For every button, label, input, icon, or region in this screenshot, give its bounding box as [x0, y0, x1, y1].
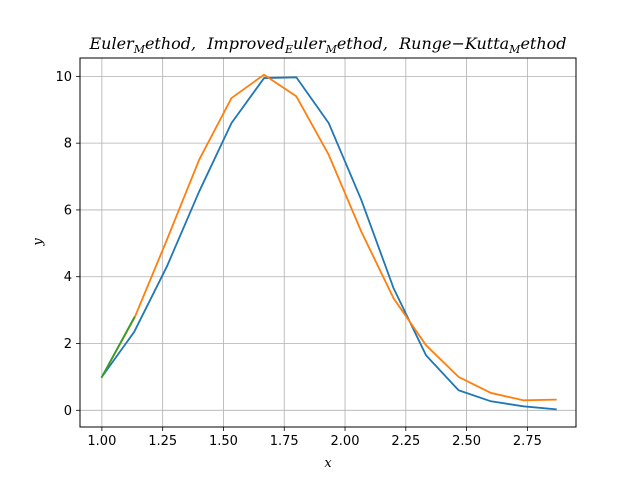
y-tick-label: 6 [64, 203, 72, 218]
x-tick-label: 1.00 [87, 434, 116, 449]
y-tick-label: 8 [64, 137, 72, 152]
title-subscript: M [508, 43, 521, 56]
x-axis-label: x [324, 456, 332, 471]
x-tick-label: 2.25 [391, 434, 420, 449]
title-part: ethod, [337, 34, 388, 53]
axis-ticks: 1.00 1.25 1.50 1.75 2.00 2.25 2.50 2.75 0 2 4 6 8 10 [55, 70, 541, 449]
y-tick-label: 10 [55, 70, 72, 85]
x-tick-label: 2.50 [452, 434, 481, 449]
x-tick-label: 2.00 [331, 434, 360, 449]
series-line-1 [100, 76, 557, 411]
series-line-3 [100, 316, 136, 379]
title-part: ethod, [145, 34, 196, 53]
x-tick-label: 2.75 [513, 434, 542, 449]
title-subscript: M [325, 43, 338, 56]
chart-title: EulerMethod, ImprovedEulerMethod, Runge−… [88, 34, 566, 56]
title-part: uler [293, 34, 327, 53]
y-tick-label: 2 [64, 337, 72, 352]
series-line-2 [100, 73, 557, 402]
x-tick-label: 1.75 [270, 434, 299, 449]
grid-lines [80, 58, 576, 427]
title-part: Euler [88, 34, 135, 53]
title-part: ethod [520, 34, 566, 53]
y-tick-label: 0 [64, 404, 72, 419]
x-tick-label: 1.25 [148, 434, 177, 449]
x-tick-label: 1.50 [209, 434, 238, 449]
title-subscript: E [284, 43, 293, 56]
plot-series [100, 73, 557, 411]
plot-frame [79, 57, 577, 428]
title-part: Runge−Kutta [398, 34, 509, 53]
y-axis-label: y [31, 238, 46, 247]
y-tick-label: 4 [64, 270, 72, 285]
title-part: Improved [206, 34, 285, 53]
title-subscript: M [133, 43, 146, 56]
